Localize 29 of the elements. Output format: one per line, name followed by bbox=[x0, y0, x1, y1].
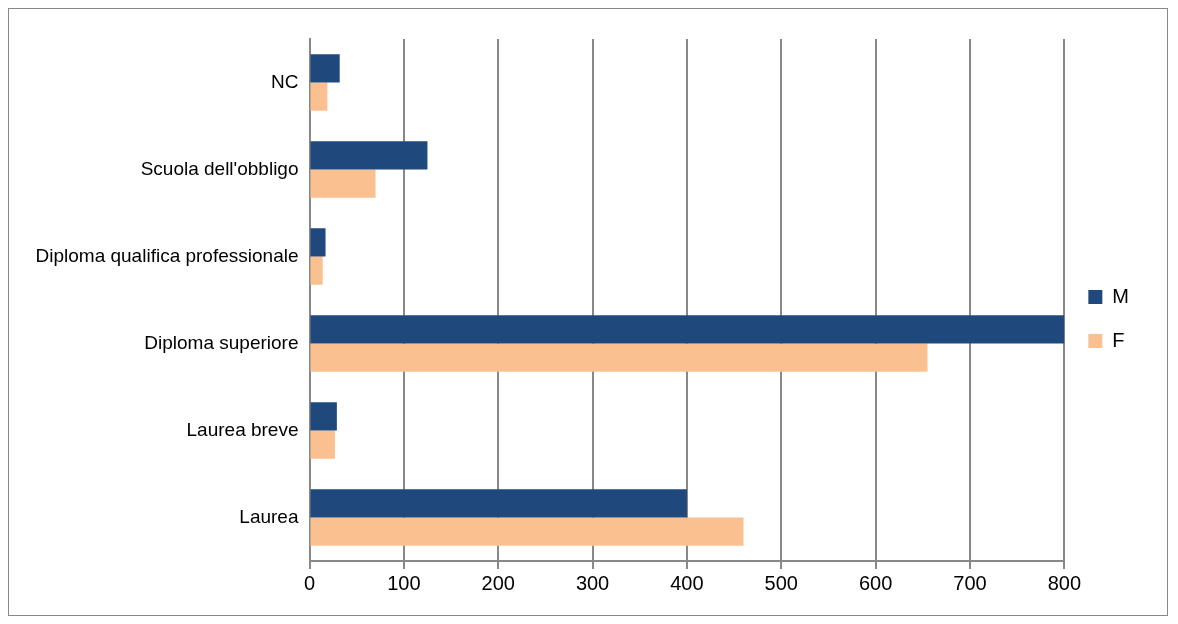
x-tick-label: 200 bbox=[481, 571, 515, 594]
y-tick-label: Diploma superiore bbox=[144, 331, 299, 353]
x-tick-label: 300 bbox=[575, 571, 610, 594]
bar bbox=[310, 315, 1065, 344]
bar bbox=[310, 54, 340, 83]
bar bbox=[310, 82, 328, 111]
x-tick-label: 0 bbox=[303, 571, 316, 594]
bar bbox=[310, 169, 376, 198]
x-tick-label: 100 bbox=[387, 571, 421, 594]
y-tick-label: Laurea bbox=[239, 505, 299, 527]
bar bbox=[310, 430, 335, 459]
bar bbox=[310, 343, 928, 372]
bar bbox=[310, 228, 326, 257]
x-tick-label: 700 bbox=[953, 571, 987, 594]
x-tick-label: 500 bbox=[764, 571, 798, 594]
bar bbox=[310, 489, 687, 518]
x-tick-label: 400 bbox=[670, 571, 704, 594]
bar bbox=[310, 141, 428, 170]
x-tick-label: 800 bbox=[1047, 571, 1082, 594]
x-tick-label: 600 bbox=[858, 571, 893, 594]
legend-label: M bbox=[1112, 284, 1130, 307]
bar bbox=[310, 256, 323, 285]
y-tick-label: Laurea breve bbox=[186, 418, 299, 440]
y-tick-label: Diploma qualifica professionale bbox=[35, 244, 299, 266]
bar bbox=[310, 517, 744, 546]
bar bbox=[310, 402, 337, 431]
y-tick-label: NC bbox=[271, 70, 299, 92]
legend-label: F bbox=[1112, 328, 1125, 351]
y-tick-label: Scuola dell'obbligo bbox=[140, 157, 299, 179]
